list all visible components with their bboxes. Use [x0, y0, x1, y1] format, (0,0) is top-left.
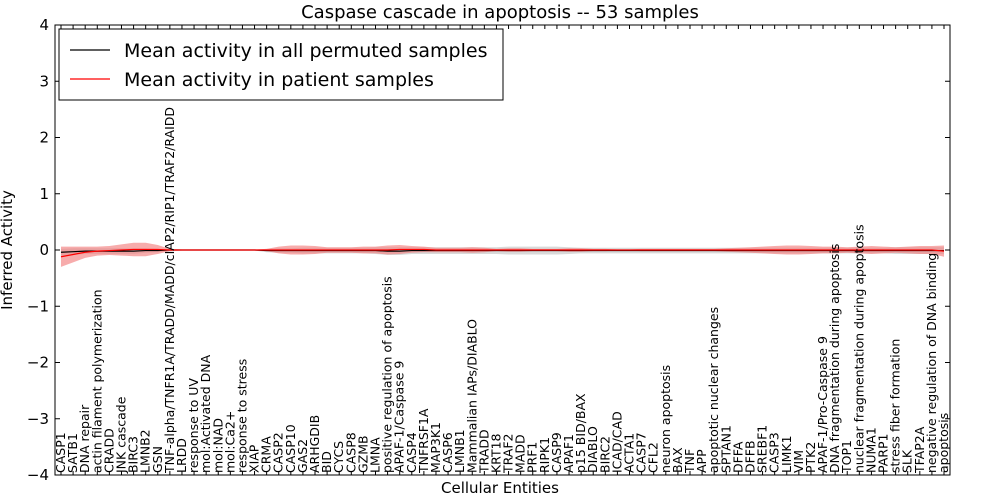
category-label: SREBF1: [755, 425, 770, 473]
category-label: mol:Ca2+: [222, 411, 237, 473]
category-label: PTK2: [803, 442, 818, 473]
category-label: CYCS: [331, 441, 346, 473]
category-label: ICAD/CAD: [609, 411, 624, 473]
category-label: DFFA: [730, 441, 745, 473]
category-label: response to stress: [234, 359, 249, 473]
category-label: JNK cascade: [113, 396, 128, 474]
category-label: TNFRSF1A: [416, 408, 431, 474]
category-label: DFFB: [742, 440, 757, 473]
category-label: CFL2: [646, 442, 661, 473]
category-label: apoptotic nuclear changes: [706, 307, 721, 473]
category-label: TFAP2A: [912, 426, 927, 474]
category-label: TOP1: [839, 440, 854, 474]
category-label: GZMB: [355, 435, 370, 473]
category-label: MADD: [513, 434, 528, 473]
chart-title: Caspase cascade in apoptosis -- 53 sampl…: [301, 2, 699, 23]
category-label: SPTAN1: [718, 425, 733, 473]
category-label: RIPK1: [537, 437, 552, 473]
category-label: DNA fragmentation during apoptosis: [827, 244, 842, 473]
category-label: ACTA1: [622, 433, 637, 473]
y-tick-label: 0: [39, 241, 49, 259]
category-label: mol:NAD: [210, 418, 225, 473]
category-label: BIRC3: [126, 436, 141, 473]
category-label: LMNB1: [452, 429, 467, 473]
category-label: neuron apoptosis: [658, 365, 673, 473]
category-label: LMNA: [367, 437, 382, 473]
category-label: BID: [319, 451, 334, 473]
category-label: SATB1: [65, 433, 80, 473]
category-label: BIRC2: [597, 436, 612, 473]
axis-ticks: −4 −3 −2 −1 0 1 2 3 4: [27, 16, 950, 484]
category-label: ARHGDIB: [307, 415, 322, 473]
category-label: XIAP: [247, 444, 262, 473]
category-label: LIMK1: [779, 435, 794, 473]
category-label: DNA repair: [77, 404, 92, 473]
category-label: p15 BID/BAX: [573, 393, 588, 473]
category-label: PRF1: [525, 442, 540, 473]
category-label: positive regulation of apoptosis: [380, 276, 395, 473]
category-label: CASP10: [283, 424, 298, 473]
category-label: GSN: [150, 446, 165, 473]
legend-label-patient: Mean activity in patient samples: [124, 69, 434, 91]
legend-label-permuted: Mean activity in all permuted samples: [124, 40, 487, 62]
y-tick-label: −3: [27, 410, 49, 428]
category-label: PARP1: [876, 434, 891, 473]
category-label: GAS2: [295, 439, 310, 473]
category-label: TNF-alpha/TNFR1A/TRADD/MADD/cIAP2/RIP1/T…: [162, 107, 177, 474]
category-label: Mammalian IAPs/DIABLO: [464, 319, 479, 473]
category-label: CRMA: [259, 436, 274, 473]
category-label: CASP1: [53, 432, 68, 473]
category-label: TRAF2: [501, 433, 516, 474]
category-label: CASP6: [440, 432, 455, 473]
category-label: response to UV: [186, 378, 201, 473]
category-label: CASP4: [404, 432, 419, 473]
y-tick-label: 4: [39, 16, 49, 34]
category-label: LMNB2: [138, 429, 153, 473]
category-label: LRDD: [174, 438, 189, 473]
category-label: actin filament polymerization: [89, 289, 104, 473]
y-tick-label: 3: [39, 72, 49, 90]
legend-box: [58, 28, 504, 101]
category-label: CASP3: [767, 432, 782, 473]
category-label: APAF1: [561, 434, 576, 473]
y-tick-label: 1: [39, 185, 49, 203]
category-label: MAP3K1: [428, 422, 443, 473]
y-tick-label: −4: [27, 466, 49, 484]
category-label: VIM: [791, 450, 806, 473]
category-label: mol:Activated DNA: [198, 354, 213, 473]
y-tick-label: 2: [39, 129, 49, 147]
category-label: BAX: [670, 447, 685, 473]
category-label: CASP9: [549, 432, 564, 473]
category-label: TRADD: [476, 429, 491, 474]
category-label: KRT18: [488, 433, 503, 473]
plot-frame: [54, 24, 951, 476]
series-line-patient: [60, 248, 945, 258]
category-label: CRADD: [101, 428, 116, 473]
category-label: stress fiber formation: [888, 339, 903, 473]
category-label: NUMA1: [863, 427, 878, 473]
category-label: apoptosis: [936, 413, 951, 473]
category-label: CASP8: [343, 432, 358, 473]
category-label: APAF-1/Pro-Caspase 9: [815, 336, 830, 473]
y-axis-label: Inferred Activity: [0, 190, 16, 310]
y-tick-label: −1: [27, 297, 49, 315]
category-label: CASP7: [634, 432, 649, 473]
category-label: negative regulation of DNA binding: [924, 253, 939, 473]
category-label: TNF: [682, 449, 697, 474]
confidence-bands: [61, 242, 944, 267]
y-tick-label: −2: [27, 354, 49, 372]
category-label: APAF-1/Caspase 9: [392, 361, 407, 473]
legend: Mean activity in all permuted samples Me…: [58, 28, 504, 101]
category-label: nuclear fragmentation during apoptosis: [851, 224, 866, 473]
category-label: CASP2: [271, 432, 286, 473]
category-label: DIABLO: [585, 426, 600, 473]
category-label: APP: [694, 449, 709, 473]
series-lines: [60, 248, 945, 258]
x-axis-label: Cellular Entities: [441, 479, 559, 497]
band-patient: [61, 242, 944, 267]
category-label: SLK: [900, 449, 915, 473]
